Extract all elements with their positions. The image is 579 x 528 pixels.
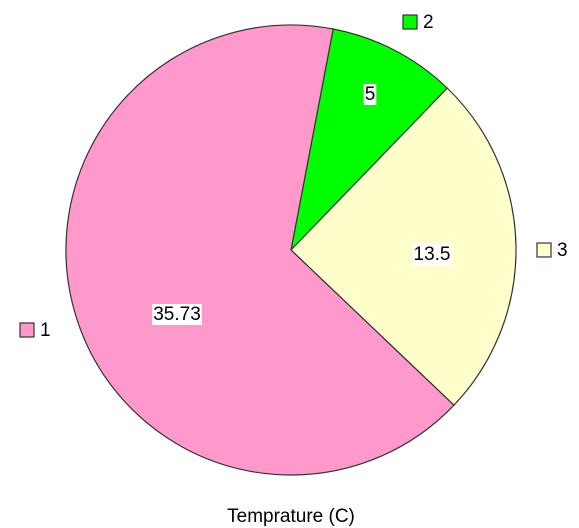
- pie-slice: [290, 87, 517, 407]
- pie-slice: [290, 28, 449, 252]
- legend-swatch: [19, 322, 35, 338]
- chart-title: Temprature (C): [227, 506, 355, 527]
- legend-label: 1: [40, 320, 51, 341]
- data-label-bg: [412, 244, 452, 266]
- legend-swatch: [536, 242, 552, 258]
- data-label-bg: [152, 304, 202, 326]
- legend-swatch: [402, 14, 418, 30]
- data-label: 13.5: [414, 244, 451, 265]
- pie-slice: [65, 24, 455, 476]
- legend-label: 3: [557, 240, 568, 261]
- data-label: 35.73: [153, 304, 201, 325]
- data-label: 5: [365, 84, 376, 105]
- data-label-bg: [363, 84, 377, 106]
- legend-label: 2: [423, 12, 434, 33]
